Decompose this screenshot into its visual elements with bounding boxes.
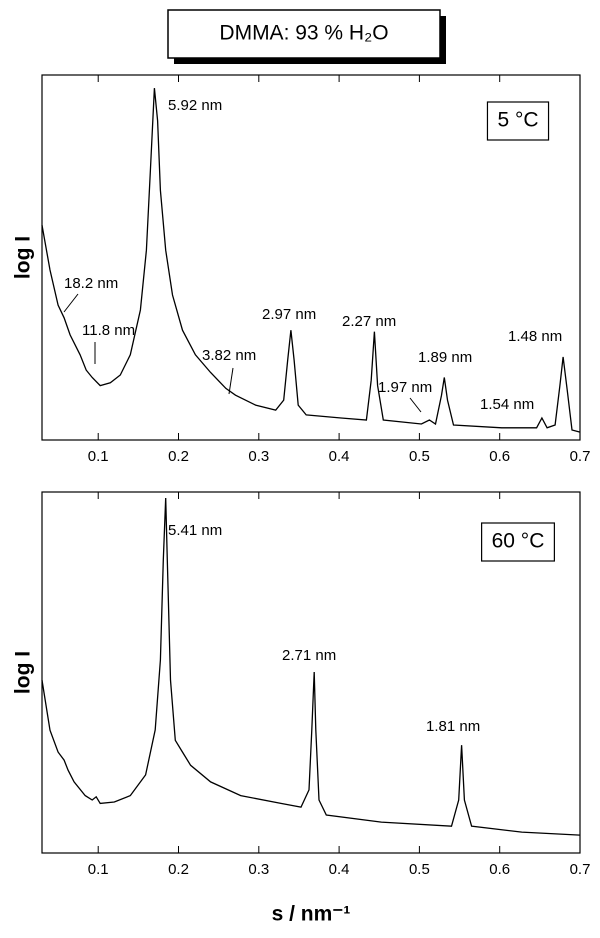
y-axis-label: log I <box>12 236 35 279</box>
panel-label-box <box>481 522 555 562</box>
leader-line <box>228 367 234 395</box>
chart-title: DMMA: 93 % H₂O <box>219 22 388 45</box>
plot-frame <box>41 74 581 441</box>
x-tick-label: 0.5 <box>409 448 430 465</box>
y-axis-label: log I <box>12 651 35 694</box>
peak-label: 5.41 nm <box>168 522 222 539</box>
peak-label: 1.81 nm <box>426 718 480 735</box>
panel-label-box <box>486 101 550 141</box>
title-box <box>167 9 441 59</box>
plot-frame <box>41 491 581 854</box>
peak-label: 3.82 nm <box>202 347 256 364</box>
x-tick-label: 0.5 <box>409 861 430 878</box>
peak-label: 1.89 nm <box>418 349 472 366</box>
peak-label: 2.97 nm <box>262 306 316 323</box>
peak-label: 5.92 nm <box>168 97 222 114</box>
x-tick-label: 0.4 <box>329 448 350 465</box>
panel-label: 5 °C <box>497 109 538 132</box>
x-tick-label: 0.2 <box>168 861 189 878</box>
x-tick-label: 0.1 <box>88 448 109 465</box>
x-tick-label: 0.3 <box>248 448 269 465</box>
peak-label: 2.27 nm <box>342 313 396 330</box>
leader-line <box>63 293 79 313</box>
x-tick-label: 0.7 <box>570 448 591 465</box>
curve <box>41 88 581 433</box>
curve <box>41 497 581 836</box>
x-tick-label: 0.6 <box>489 448 510 465</box>
peak-label: 11.8 nm <box>82 322 135 339</box>
x-tick-label: 0.7 <box>570 861 591 878</box>
peak-label: 2.71 nm <box>282 647 336 664</box>
peak-label: 1.54 nm <box>480 396 534 413</box>
x-tick-label: 0.2 <box>168 448 189 465</box>
peak-label: 18.2 nm <box>64 275 118 292</box>
x-axis-label: s / nm⁻¹ <box>272 903 351 926</box>
peak-label: 1.97 nm <box>378 379 432 396</box>
x-tick-label: 0.1 <box>88 861 109 878</box>
leader-line <box>409 397 422 413</box>
x-tick-label: 0.3 <box>248 861 269 878</box>
x-tick-label: 0.6 <box>489 861 510 878</box>
panel-label: 60 °C <box>492 530 545 553</box>
peak-label: 1.48 nm <box>508 328 562 345</box>
x-tick-label: 0.4 <box>329 861 350 878</box>
